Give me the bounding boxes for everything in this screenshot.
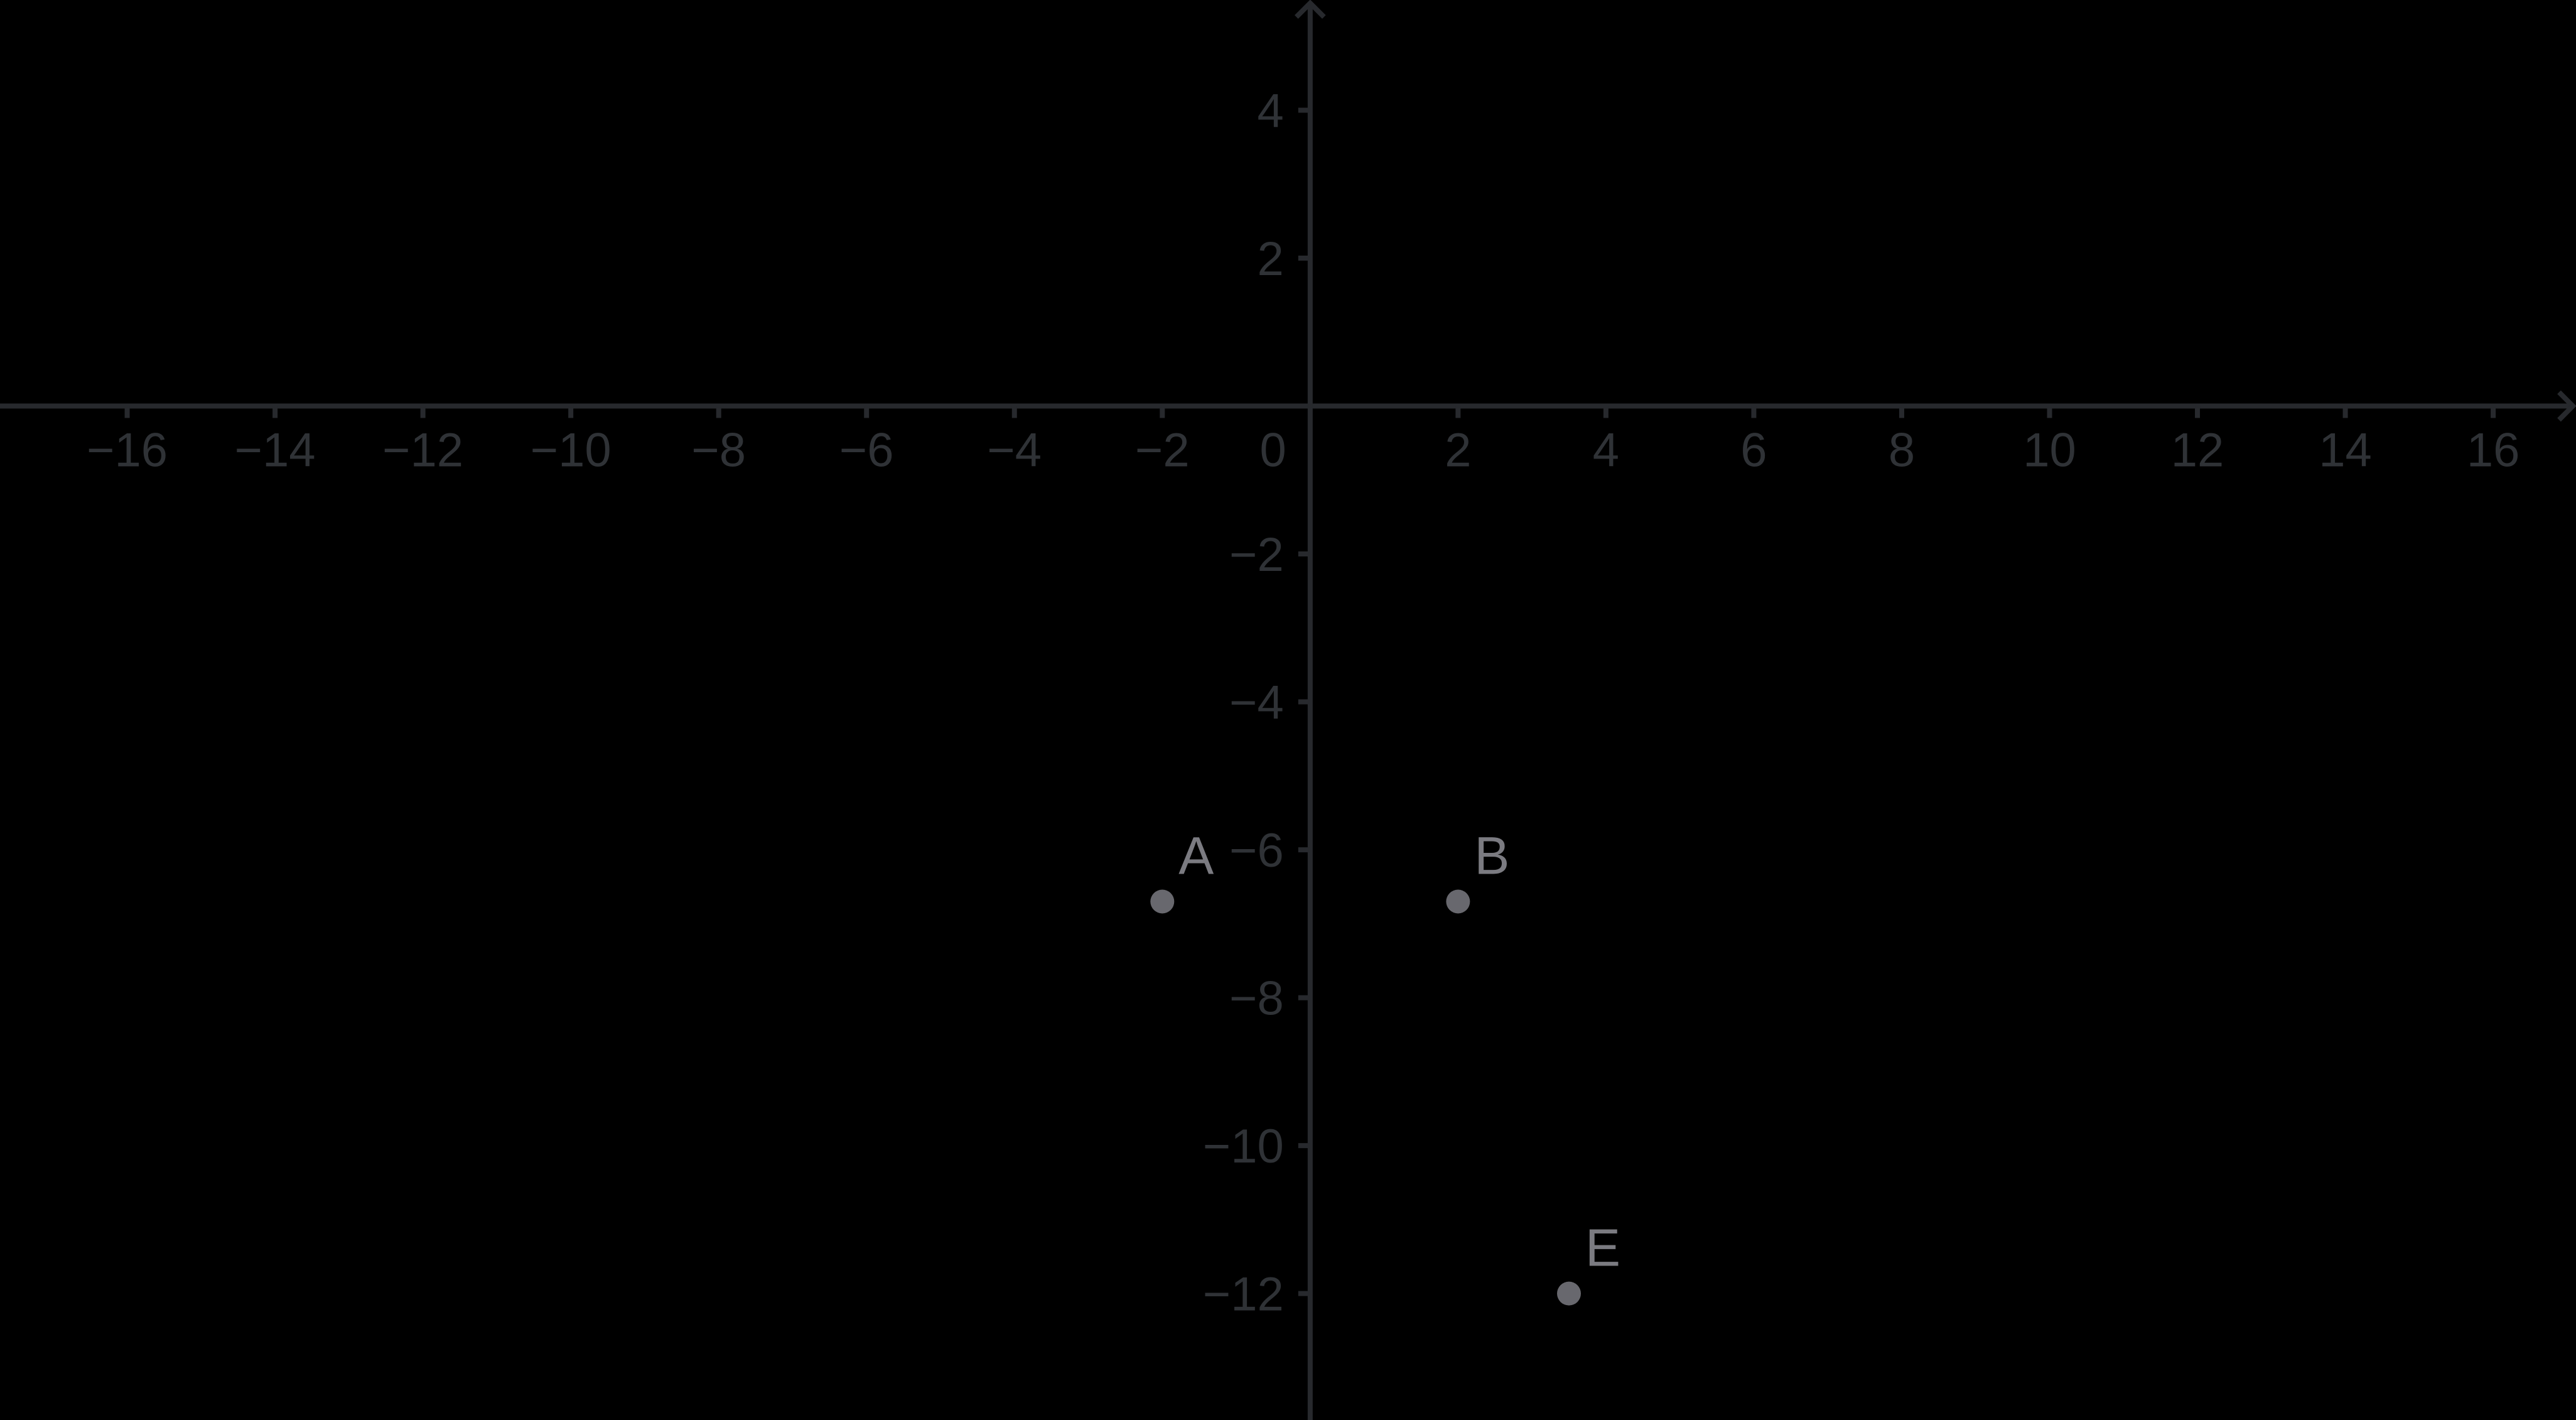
x-tick-label-14: 14 <box>2319 424 2372 477</box>
y-tick-label-4: 4 <box>1258 84 1284 138</box>
y-tick-label-−8: −8 <box>1229 972 1284 1026</box>
y-tick-label-−2: −2 <box>1229 528 1284 582</box>
y-tick-label-−10: −10 <box>1203 1120 1284 1173</box>
x-tick-label-12: 12 <box>2171 424 2224 477</box>
y-axis-arrow-icon <box>1295 0 1326 19</box>
x-tick-label-10: 10 <box>2023 424 2076 477</box>
x-tick-label-6: 6 <box>1740 424 1767 477</box>
y-tick-label-−6: −6 <box>1229 824 1284 877</box>
y-tick-label-−12: −12 <box>1203 1268 1284 1321</box>
origin-label: 0 <box>1260 424 1286 477</box>
x-tick-label-−2: −2 <box>1135 424 1190 477</box>
x-tick-label-4: 4 <box>1593 424 1619 477</box>
x-tick-label-−10: −10 <box>531 424 612 477</box>
point-label-E: E <box>1585 1218 1620 1277</box>
point-E[interactable] <box>1557 1281 1582 1306</box>
x-tick-label-2: 2 <box>1445 424 1471 477</box>
x-tick-label-8: 8 <box>1889 424 1915 477</box>
x-tick-label-−12: −12 <box>382 424 463 477</box>
point-A[interactable] <box>1150 889 1175 914</box>
x-tick-label-−4: −4 <box>987 424 1042 477</box>
point-label-B: B <box>1474 826 1509 885</box>
y-tick-label-2: 2 <box>1258 232 1284 286</box>
x-tick-label-−6: −6 <box>839 424 894 477</box>
x-axis-arrow-icon <box>2557 390 2576 422</box>
x-tick-label-−14: −14 <box>235 424 316 477</box>
point-label-A: A <box>1178 826 1214 885</box>
x-tick-label-−8: −8 <box>691 424 746 477</box>
x-tick-label-−16: −16 <box>87 424 168 477</box>
point-B[interactable] <box>1446 889 1470 914</box>
x-tick-label-16: 16 <box>2467 424 2520 477</box>
y-tick-label-−4: −4 <box>1229 676 1284 730</box>
